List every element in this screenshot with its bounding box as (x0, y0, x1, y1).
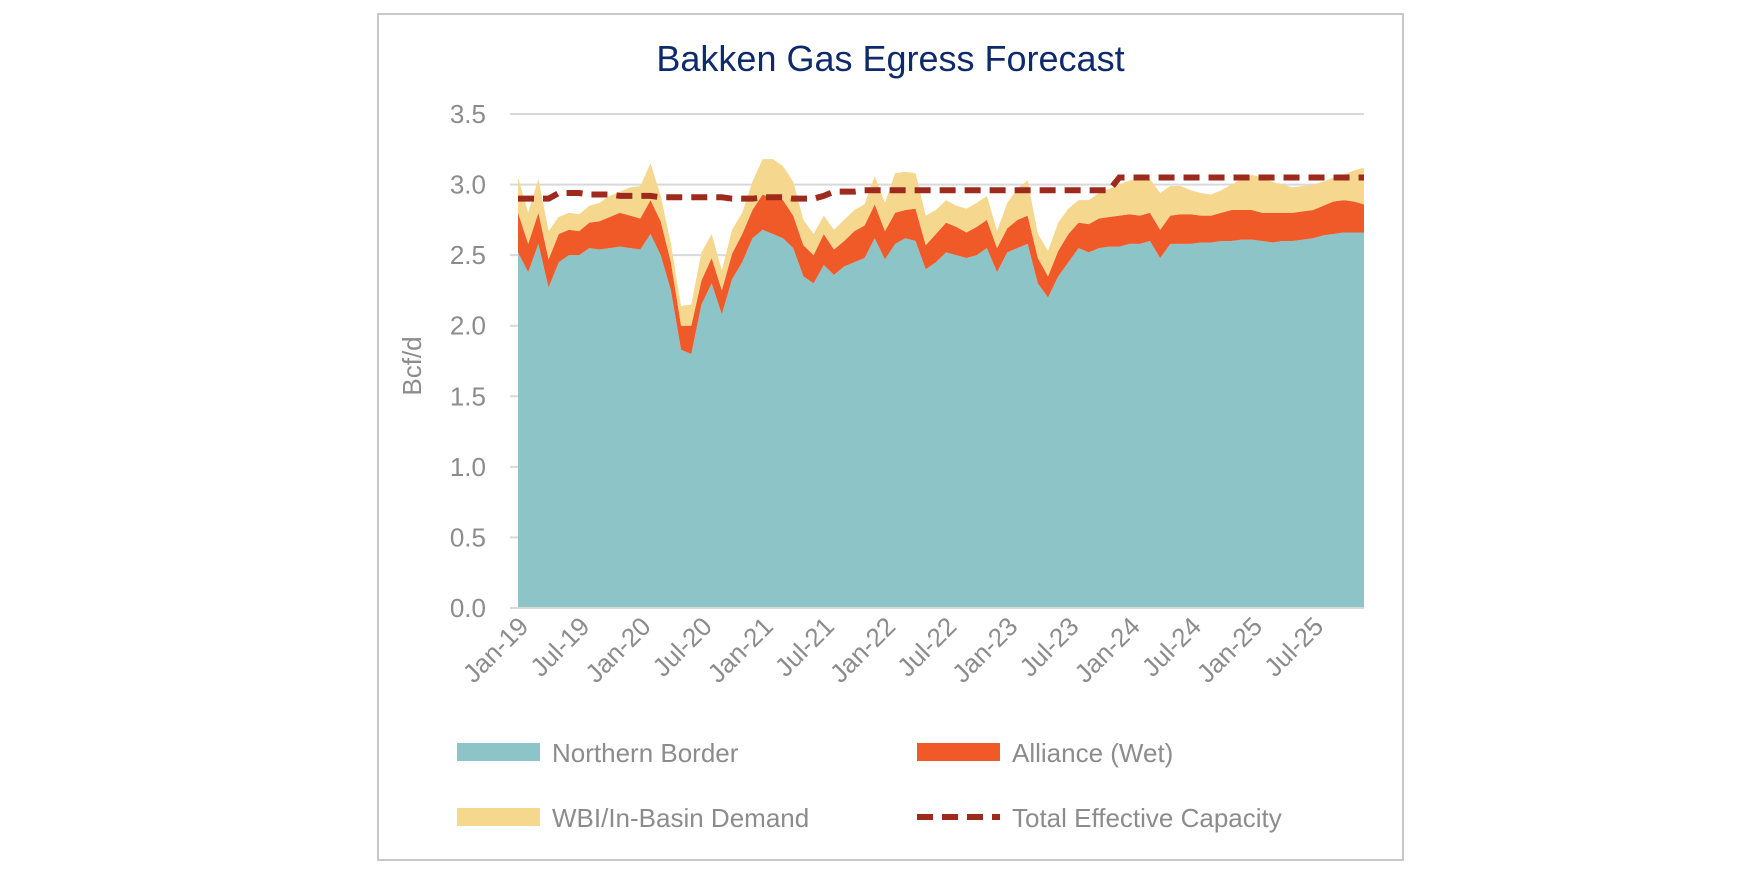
legend: Northern Border Alliance (Wet) WBI/In-Basi… (457, 738, 1282, 833)
y-tick-label: 2.5 (450, 240, 486, 270)
x-tick-label: Jan-24 (1068, 611, 1145, 688)
capacity-line (518, 174, 1364, 202)
legend-label: Northern Border (552, 738, 739, 768)
x-tick-label: Jul-25 (1258, 611, 1329, 682)
area-layer (518, 159, 1364, 609)
chart-title: Bakken Gas Egress Forecast (656, 38, 1125, 79)
x-tick-label: Jan-22 (824, 611, 901, 688)
y-tick-label: 3.5 (450, 99, 486, 129)
x-tick-label: Jan-23 (946, 611, 1023, 688)
y-tick-label: 1.0 (450, 452, 486, 482)
area-series-wbi-in-basin-demand (518, 159, 1364, 326)
y-tick-label: 2.0 (450, 311, 486, 341)
legend-swatch-wbi-in-basin-demand (457, 808, 540, 826)
area-series-northern-border (518, 229, 1364, 609)
legend-label: Alliance (Wet) (1012, 738, 1173, 768)
y-tick-label: 1.5 (450, 381, 486, 411)
legend-label: Total Effective Capacity (1012, 803, 1282, 833)
y-axis-label: Bcf/d (397, 336, 427, 395)
x-tick-label: Jan-25 (1191, 611, 1268, 688)
y-tick-label: 0.5 (450, 522, 486, 552)
legend-label: WBI/In-Basin Demand (552, 803, 809, 833)
y-tick-label: 0.0 (450, 593, 486, 623)
x-tick-label: Jan-20 (579, 611, 656, 688)
legend-swatch-alliance-wet- (917, 743, 1000, 761)
y-tick-label: 3.0 (450, 170, 486, 200)
line-layer (518, 174, 1364, 202)
area-series-alliance-wet- (518, 194, 1364, 354)
x-tick-label: Jan-21 (701, 611, 778, 688)
legend-swatch-northern-border (457, 743, 540, 761)
